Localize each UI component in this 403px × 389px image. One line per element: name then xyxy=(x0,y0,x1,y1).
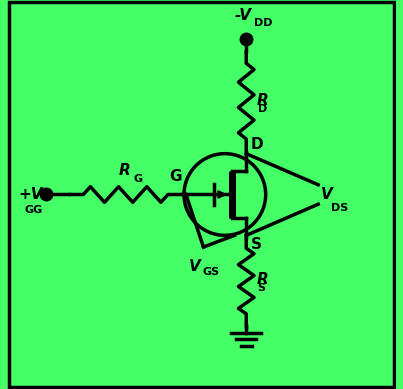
Text: R: R xyxy=(257,93,269,108)
Text: -V: -V xyxy=(235,7,251,23)
Text: V: V xyxy=(321,187,333,202)
Text: DD: DD xyxy=(254,18,272,28)
Text: +V: +V xyxy=(18,187,43,202)
Text: G: G xyxy=(170,168,182,184)
Text: V: V xyxy=(189,259,200,274)
Text: S: S xyxy=(258,283,266,293)
Text: GS: GS xyxy=(203,267,220,277)
Text: G: G xyxy=(134,173,143,184)
Text: D: D xyxy=(251,137,264,152)
Text: GG: GG xyxy=(25,205,43,216)
Text: S: S xyxy=(251,237,262,252)
Text: R: R xyxy=(119,163,131,178)
Text: D: D xyxy=(258,104,267,114)
Text: R: R xyxy=(257,272,269,287)
Text: DS: DS xyxy=(330,203,348,213)
